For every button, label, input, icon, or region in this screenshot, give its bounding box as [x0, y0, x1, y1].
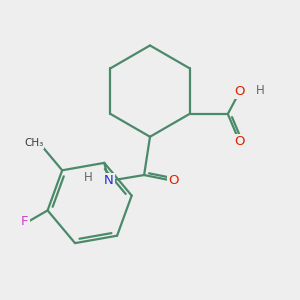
Text: H: H — [256, 84, 265, 97]
Text: O: O — [168, 174, 179, 188]
Text: F: F — [21, 215, 28, 228]
Text: CH₃: CH₃ — [24, 138, 43, 148]
Text: H: H — [84, 172, 93, 184]
Text: N: N — [104, 174, 114, 188]
Text: O: O — [234, 85, 245, 98]
Text: O: O — [234, 135, 245, 148]
